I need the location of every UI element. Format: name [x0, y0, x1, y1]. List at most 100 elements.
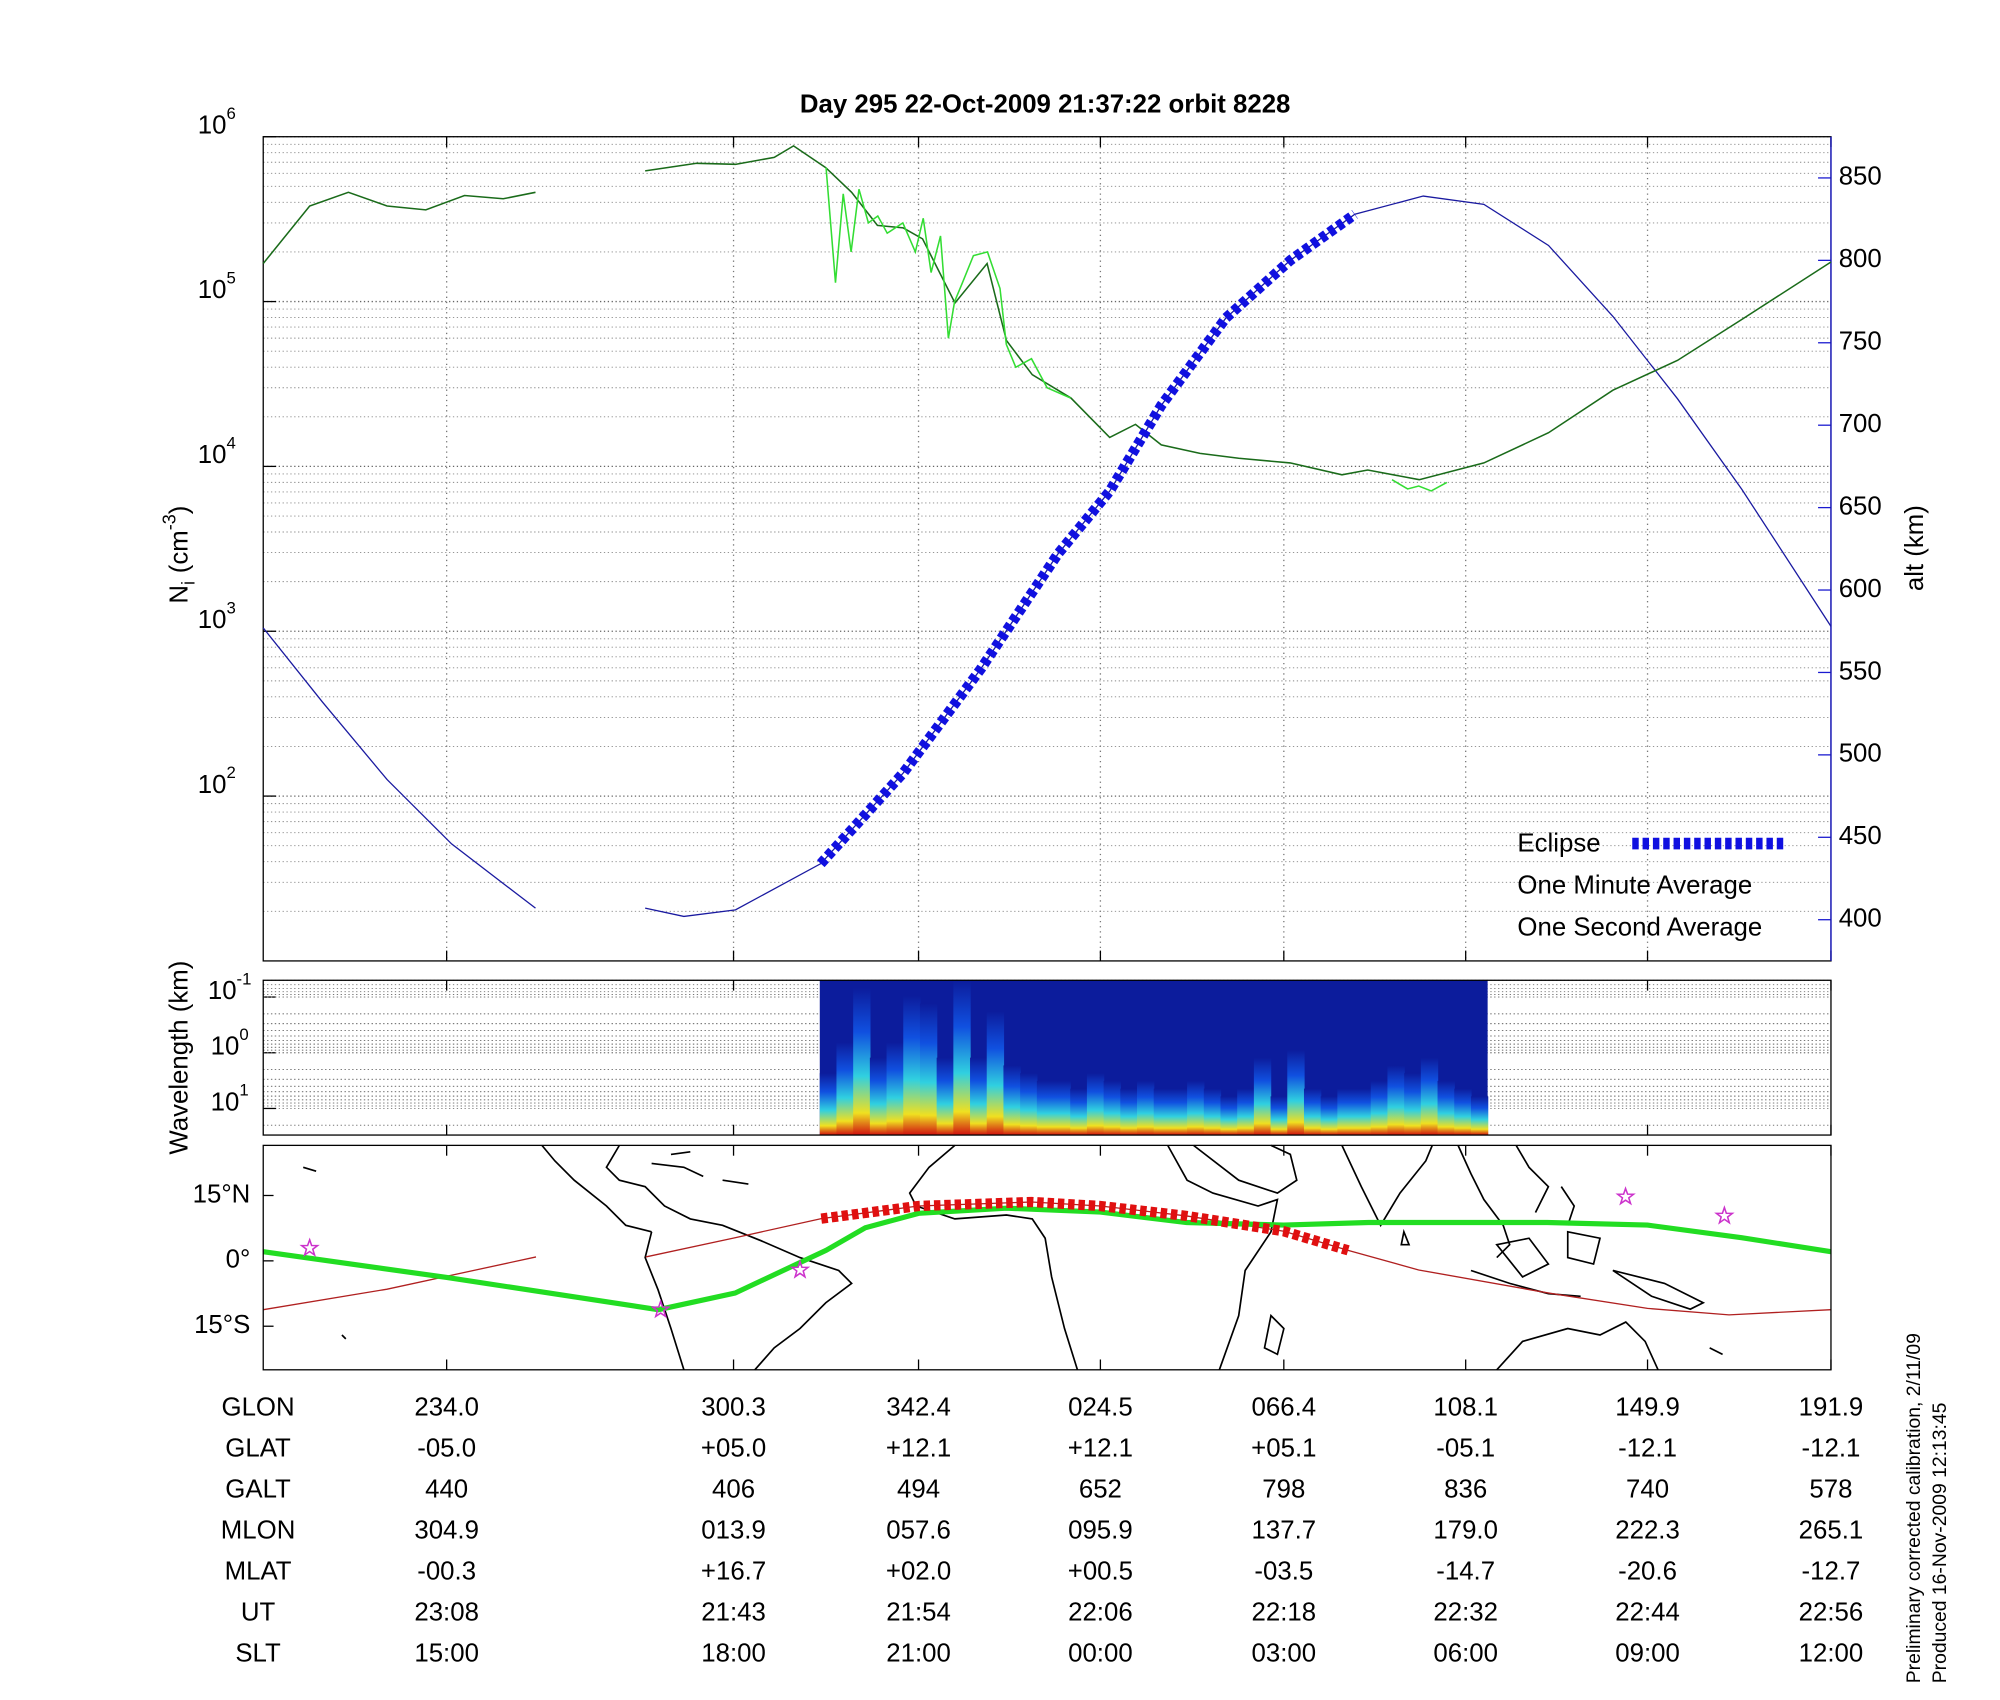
y-tick-label: 103 [198, 599, 236, 634]
spectrogram-column [1387, 1065, 1405, 1136]
table-cell: 149.9 [1615, 1393, 1680, 1421]
table-cell: 440 [425, 1475, 468, 1503]
table-cell: 179.0 [1433, 1516, 1498, 1544]
table-cell: 095.9 [1068, 1516, 1133, 1544]
table-row-label: SLT [235, 1639, 281, 1667]
table-cell: 836 [1444, 1475, 1487, 1503]
table-cell: 23:08 [414, 1598, 479, 1626]
spectrogram-column [953, 980, 971, 1136]
table-cell: 22:44 [1615, 1598, 1680, 1626]
spectrogram-column [1153, 1088, 1172, 1136]
spectrogram-column [1103, 1080, 1121, 1136]
label-sup: -3 [159, 514, 179, 530]
table-cell: 578 [1809, 1475, 1852, 1503]
y2-tick-label: 450 [1839, 822, 1882, 850]
data-line [816, 210, 1358, 868]
table-cell: 265.1 [1799, 1516, 1864, 1544]
star-marker [1714, 1205, 1735, 1225]
tick-base: 10 [198, 111, 227, 139]
spectrogram-column [1020, 1073, 1038, 1136]
table-cell: 798 [1262, 1475, 1305, 1503]
table-cell: -03.5 [1254, 1557, 1313, 1585]
data-line [262, 144, 1832, 481]
table-cell: +00.5 [1068, 1557, 1133, 1585]
spectrogram-column [1003, 1065, 1021, 1136]
tick-base: 10 [198, 441, 227, 469]
spectrogram-column [1404, 1073, 1422, 1136]
table-cell: -05.1 [1436, 1434, 1495, 1462]
y-tick-label: 15°S [194, 1311, 250, 1339]
plot-frame [262, 1144, 1832, 1371]
label-unit: (cm [165, 530, 193, 573]
y2-tick-label: 600 [1839, 575, 1882, 603]
y2-tick-label: 550 [1839, 657, 1882, 685]
table-cell: 342.4 [886, 1393, 951, 1421]
tick-exponent: 2 [226, 764, 235, 783]
y2-tick-label: 700 [1839, 410, 1882, 438]
table-cell: +05.0 [701, 1434, 766, 1462]
table-cell: 066.4 [1252, 1393, 1317, 1421]
table-cell: -05.0 [417, 1434, 476, 1462]
table-cell: 03:00 [1252, 1639, 1317, 1667]
table-row-label: GALT [225, 1475, 291, 1503]
tick-base: 10 [208, 977, 237, 1005]
spectrogram-column [936, 1057, 954, 1136]
track-line [820, 1196, 1350, 1256]
table-cell: 15:00 [414, 1639, 479, 1667]
tick-exponent: 3 [226, 599, 235, 618]
table-cell: 013.9 [701, 1516, 766, 1544]
tick-base: 10 [198, 276, 227, 304]
y-tick-label: 15°N [193, 1180, 251, 1208]
table-cell: 18:00 [701, 1639, 766, 1667]
y2-tick-label: 850 [1839, 163, 1882, 191]
map-outlines [302, 1144, 1723, 1371]
table-cell: +02.0 [886, 1557, 951, 1585]
table-cell: 21:00 [886, 1639, 951, 1667]
spectrogram-column [986, 1011, 1005, 1136]
table-cell: +16.7 [701, 1557, 766, 1585]
table-cell: 22:06 [1068, 1598, 1133, 1626]
table-cell: 024.5 [1068, 1393, 1133, 1421]
table-cell: 09:00 [1615, 1639, 1680, 1667]
label-close: ) [165, 506, 193, 515]
table-cell: 300.3 [701, 1393, 766, 1421]
table-cell: 21:43 [701, 1598, 766, 1626]
table-cell: 00:00 [1068, 1639, 1133, 1667]
spectrogram-column [869, 1057, 888, 1136]
spectrogram-column [1287, 1049, 1305, 1136]
y-tick-label: 106 [198, 104, 236, 139]
table-cell: 652 [1079, 1475, 1122, 1503]
y-tick-label: 10-1 [208, 970, 252, 1005]
data-line [262, 195, 1832, 918]
table-cell: 22:18 [1252, 1598, 1317, 1626]
spectrogram-column [1303, 1088, 1322, 1136]
legend-label: Eclipse [1517, 830, 1600, 858]
star-marker [650, 1298, 671, 1319]
y2-tick-label: 800 [1839, 245, 1882, 273]
table-cell: -12.1 [1802, 1434, 1861, 1462]
y2-tick-label: 400 [1839, 905, 1882, 933]
table-row-label: MLON [221, 1516, 296, 1544]
table-cell: 06:00 [1433, 1639, 1498, 1667]
tick-base: 10 [198, 771, 227, 799]
label-base: N [165, 585, 193, 604]
tick-exponent: 0 [239, 1025, 248, 1044]
y-tick-label: 0° [226, 1246, 251, 1274]
plot-frame [262, 979, 1832, 1136]
table-cell: 191.9 [1799, 1393, 1864, 1421]
table-row-label: GLON [222, 1393, 295, 1421]
y-tick-label: 105 [198, 269, 236, 304]
table-cell: 234.0 [414, 1393, 479, 1421]
track-line [262, 1205, 1832, 1313]
spectrogram-column [1337, 1088, 1355, 1136]
spectrogram-column [1137, 1080, 1155, 1136]
y-tick-label: 101 [211, 1081, 249, 1116]
star-marker [789, 1259, 811, 1279]
y2-axis-label: alt (km) [1901, 505, 1929, 591]
table-cell: 12:00 [1799, 1639, 1864, 1667]
spectrogram-column [1070, 1088, 1088, 1136]
spectrogram-column [1053, 1080, 1071, 1136]
spectrogram-column [1253, 1057, 1272, 1136]
table-cell: -20.6 [1618, 1557, 1677, 1585]
